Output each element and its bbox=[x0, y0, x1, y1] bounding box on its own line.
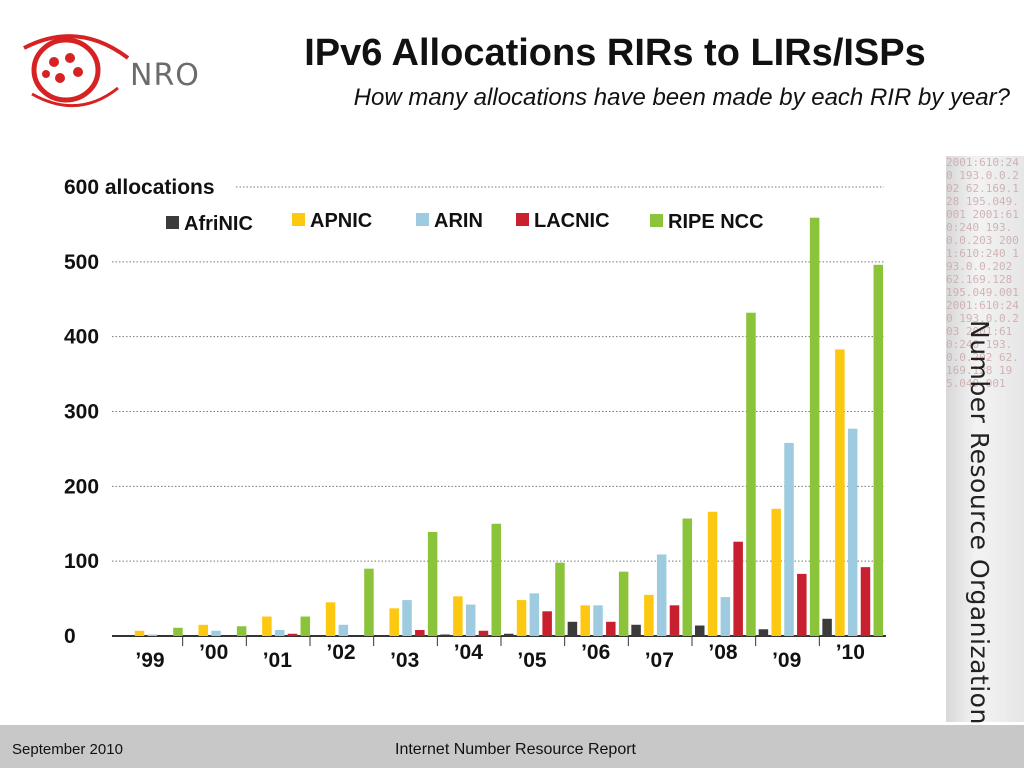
bar-lacnic bbox=[733, 541, 743, 636]
legend-swatch bbox=[516, 213, 529, 226]
x-tick-label: ’01 bbox=[263, 649, 293, 672]
footer-date: September 2010 bbox=[12, 741, 123, 758]
bar-ripe-ncc bbox=[809, 217, 820, 636]
bar-afrinic bbox=[631, 624, 641, 636]
bar-arin bbox=[529, 593, 540, 636]
bar-lacnic bbox=[797, 573, 807, 636]
nro-logo bbox=[23, 34, 130, 108]
bar-ripe-ncc bbox=[682, 518, 693, 636]
bar-arin bbox=[211, 630, 221, 636]
bar-ripe-ncc bbox=[427, 531, 438, 636]
bar-ripe-ncc bbox=[364, 568, 374, 636]
bar-ripe-ncc bbox=[555, 562, 565, 636]
bar-arin bbox=[147, 634, 158, 636]
bar-afrinic bbox=[822, 618, 832, 636]
bar-apnic bbox=[389, 608, 399, 636]
legend-swatch bbox=[292, 213, 305, 226]
bar-afrinic bbox=[504, 633, 514, 636]
bar-afrinic bbox=[313, 635, 323, 636]
bar-afrinic bbox=[758, 629, 769, 636]
y-tick-label: 600 allocations bbox=[64, 176, 215, 199]
bar-lacnic bbox=[287, 633, 298, 636]
bar-apnic bbox=[198, 624, 208, 636]
bar-ripe-ncc bbox=[173, 627, 183, 636]
bar-arin bbox=[274, 630, 285, 636]
bar-lacnic bbox=[478, 630, 489, 636]
slide-title: IPv6 Allocations RIRs to LIRs/ISPs bbox=[304, 32, 926, 74]
x-tick-label: ’05 bbox=[517, 649, 547, 672]
x-tick-label: ’09 bbox=[772, 649, 801, 672]
bar-lacnic bbox=[669, 605, 680, 636]
sidebar-label: Number Resource Organization bbox=[965, 320, 994, 725]
bar-arin bbox=[338, 624, 349, 636]
logo-text: NRO bbox=[130, 58, 200, 93]
bar-arin bbox=[784, 442, 794, 636]
x-tick-label: ’02 bbox=[326, 641, 355, 664]
sidebar-panel: 2001:610:240 193.0.0.202 62.169.128 195.… bbox=[946, 156, 1024, 722]
x-tick-label: ’00 bbox=[199, 641, 228, 664]
legend-swatch bbox=[166, 216, 179, 229]
legend-label: LACNIC bbox=[534, 210, 610, 232]
y-tick-label: 300 bbox=[64, 401, 99, 424]
x-tick-label: ’10 bbox=[836, 641, 865, 664]
bar-lacnic bbox=[606, 621, 616, 636]
sidebar-number-texture: 2001:610:240 193.0.0.202 62.169.128 195.… bbox=[946, 156, 1019, 390]
footer-report: Internet Number Resource Report bbox=[395, 741, 636, 758]
x-tick-label: ’06 bbox=[581, 641, 610, 664]
x-tick-label: ’07 bbox=[645, 649, 674, 672]
legend-swatch bbox=[416, 213, 429, 226]
legend-swatch bbox=[650, 214, 663, 227]
bar-apnic bbox=[262, 616, 272, 636]
bar-arin bbox=[402, 600, 412, 636]
bar-apnic bbox=[771, 508, 781, 636]
bar-lacnic bbox=[542, 611, 552, 636]
bar-apnic bbox=[516, 600, 527, 636]
bar-ripe-ncc bbox=[236, 626, 247, 636]
bar-ripe-ncc bbox=[873, 264, 884, 636]
bar-arin bbox=[656, 554, 667, 636]
legend-label: APNIC bbox=[310, 210, 372, 232]
y-tick-label: 200 bbox=[64, 475, 99, 498]
bar-ripe-ncc bbox=[746, 312, 756, 636]
legend-label: RIPE NCC bbox=[668, 211, 764, 233]
bar-afrinic bbox=[249, 635, 259, 636]
bar-ripe-ncc bbox=[491, 523, 502, 636]
bar-apnic bbox=[325, 602, 336, 636]
x-tick-label: ’99 bbox=[135, 649, 164, 672]
y-tick-label: 0 bbox=[64, 625, 76, 648]
bar-afrinic bbox=[376, 635, 387, 636]
x-tick-label: ’04 bbox=[454, 641, 484, 664]
y-tick-label: 400 bbox=[64, 326, 99, 349]
bar-ripe-ncc bbox=[618, 571, 629, 636]
x-tick-label: ’08 bbox=[708, 641, 738, 664]
y-tick-label: 500 bbox=[64, 251, 99, 274]
bar-arin bbox=[847, 428, 858, 636]
bar-apnic bbox=[580, 605, 590, 636]
bar-apnic bbox=[835, 349, 845, 636]
bar-afrinic bbox=[440, 634, 450, 636]
footer-bar bbox=[0, 725, 1024, 768]
y-tick-label: 100 bbox=[64, 550, 99, 573]
bar-apnic bbox=[134, 630, 145, 636]
bar-arin bbox=[465, 604, 476, 636]
bar-arin bbox=[720, 597, 731, 636]
bar-lacnic bbox=[415, 630, 425, 636]
bar-apnic bbox=[707, 511, 718, 636]
slide-subtitle: How many allocations have been made by e… bbox=[353, 84, 1010, 111]
bar-afrinic bbox=[567, 621, 578, 636]
x-tick-label: ’03 bbox=[390, 649, 419, 672]
bar-apnic bbox=[453, 596, 463, 636]
bar-afrinic bbox=[695, 625, 705, 636]
legend-label: ARIN bbox=[434, 210, 483, 232]
bar-arin bbox=[593, 605, 603, 636]
legend-label: AfriNIC bbox=[184, 213, 253, 235]
bar-apnic bbox=[644, 594, 654, 636]
bar-lacnic bbox=[860, 567, 871, 636]
bar-ripe-ncc bbox=[300, 616, 311, 636]
